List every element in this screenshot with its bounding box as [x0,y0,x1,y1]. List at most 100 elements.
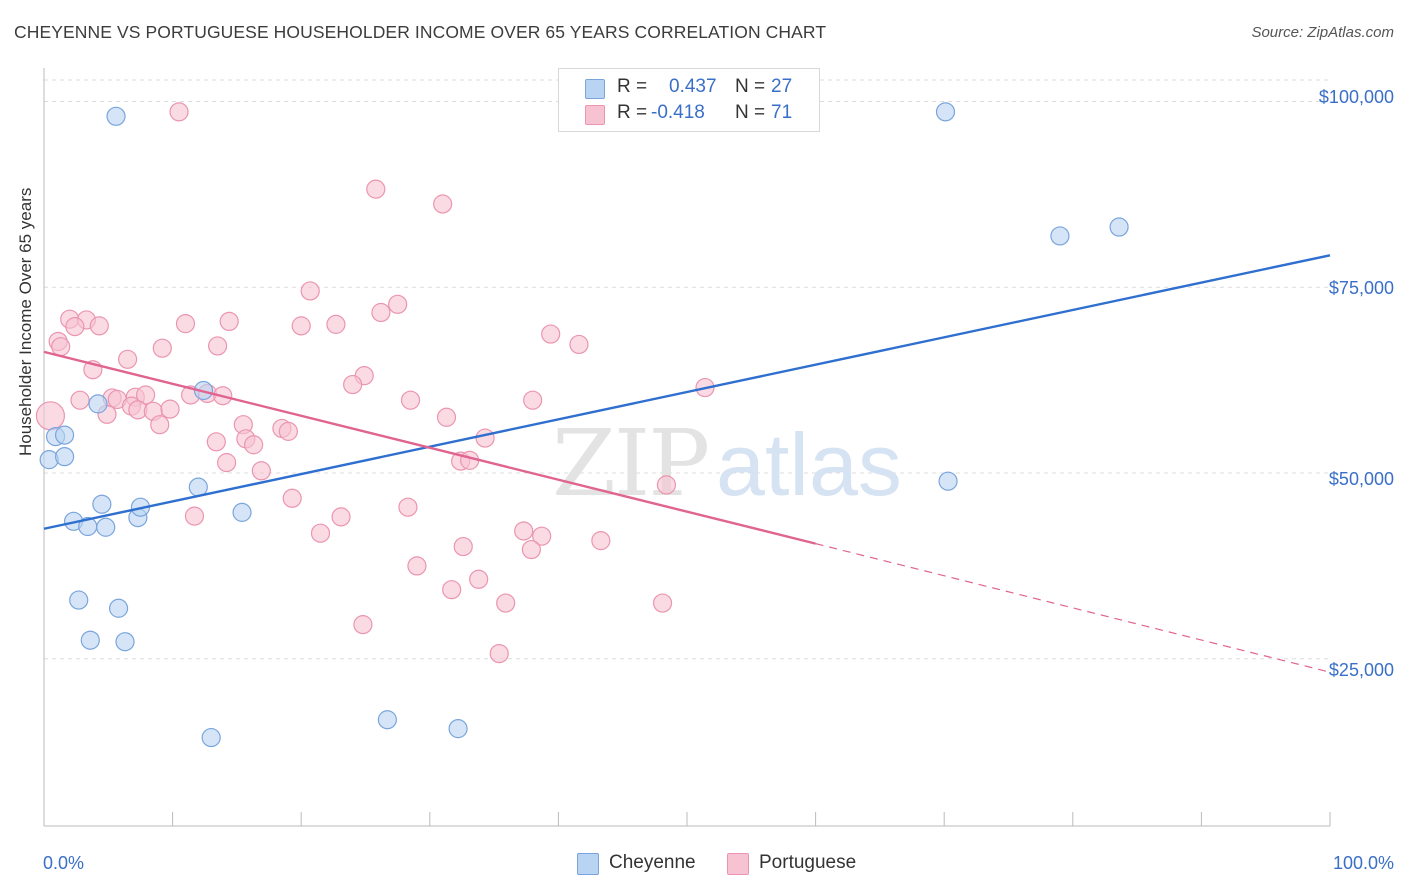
portuguese-point [331,507,351,527]
cheyenne-point [232,502,252,522]
r-label: R = [617,76,648,97]
cheyenne-point [92,494,112,514]
r-value: -0.418 [651,102,705,123]
n-value: 71 [771,102,793,123]
portuguese-point [35,401,66,431]
axes [43,68,1331,827]
portuguese-trendline [43,350,816,545]
portuguese-point [366,179,386,199]
portuguese-point [208,336,228,356]
y-tick-label-100000: $100,000 [1318,87,1394,107]
portuguese-point [652,593,673,613]
portuguese-point [541,324,561,344]
cheyenne-point [448,719,468,739]
portuguese-point [300,281,320,301]
portuguese-point [160,399,180,419]
portuguese-point [150,415,170,435]
bottom-legend-cheyenne: Cheyenne [577,852,717,876]
cheyenne-swatch [585,79,605,99]
portuguese-point [169,102,189,122]
portuguese-point [251,461,271,481]
trend-lines [43,254,1331,673]
y-tick-label-25000: $25,000 [1328,660,1394,680]
portuguese-point [175,314,196,334]
portuguese-point [407,556,427,576]
cheyenne-point [96,517,116,537]
cheyenne-point [1109,217,1129,237]
cheyenne-point [377,710,397,730]
portuguese-point [400,390,421,410]
cheyenne-point [106,106,126,126]
bottom-legend-portuguese: Portuguese [727,852,887,876]
portuguese-point [244,435,264,455]
portuguese-point [475,428,495,448]
n-label: N = [735,76,766,97]
portuguese-point [70,390,90,410]
watermark-zip: ZIP [552,410,708,517]
cheyenne-point [39,450,59,470]
n-value: 27 [771,76,793,97]
cheyenne-point [54,425,75,445]
portuguese-point [496,593,516,613]
gridlines [44,79,1330,660]
watermark-atlas: atlas [716,415,902,514]
portuguese-point [278,421,298,441]
watermark: ZIP atlas [552,410,902,517]
x-tick-label-max: 100.0% [1332,853,1394,873]
cheyenne-point [69,590,89,610]
x-tick-label-min: 0.0% [43,853,85,873]
portuguese-point [219,311,239,332]
cheyenne-point [201,727,221,748]
cheyenne-point [938,471,958,491]
portuguese-point [453,536,473,557]
portuguese-legend-swatch [727,853,749,875]
cheyenne-trendline [43,254,1331,530]
r-label: R = [617,102,648,123]
stats-legend: R = 0.437 N = 27 R = -0.418 N = 71 [558,68,820,132]
cheyenne-point [108,598,129,618]
cheyenne-point [54,447,75,467]
cheyenne-legend-swatch [577,853,599,875]
portuguese-point [532,526,552,546]
cheyenne-point [88,394,108,414]
portuguese-point [523,390,543,410]
portuguese-legend-label: Portuguese [759,852,857,873]
y-tick-label-75000: $75,000 [1328,278,1394,298]
portuguese-point [343,374,363,395]
r-value: 0.437 [669,76,717,97]
portuguese-point [442,580,462,600]
portuguese-point [388,294,408,314]
portuguese-point [184,506,205,526]
portuguese-point [89,316,109,336]
portuguese-point [371,302,391,323]
cheyenne-point [935,102,956,122]
portuguese-point [152,338,172,358]
portuguese-point [433,194,453,214]
portuguese-point [469,569,489,589]
portuguese-point [353,615,373,635]
cheyenne-legend-label: Cheyenne [609,852,696,873]
portuguese-point [282,488,302,508]
portuguese-point [521,539,541,560]
source-label: Source: ZipAtlas.com [1251,24,1394,41]
portuguese-point [310,523,331,543]
portuguese-point [591,531,611,551]
portuguese-point [489,643,509,664]
portuguese-point [398,497,418,517]
portuguese-point [514,521,534,541]
portuguese-point [326,314,346,334]
cheyenne-point [1050,226,1070,246]
chart-title: CHEYENNE VS PORTUGUESE HOUSEHOLDER INCOM… [14,22,827,42]
portuguese-point [569,334,589,355]
y-axis-label: Householder Income Over 65 years [16,187,35,456]
portuguese-point [206,432,226,452]
portuguese-point [656,475,677,495]
n-label: N = [735,102,766,123]
portuguese-swatch [585,105,605,125]
portuguese-point [217,453,237,473]
y-tick-label-50000: $50,000 [1328,469,1394,489]
portuguese-trendline-extension [815,543,1331,673]
portuguese-point [291,316,311,336]
data-points [35,102,1129,748]
